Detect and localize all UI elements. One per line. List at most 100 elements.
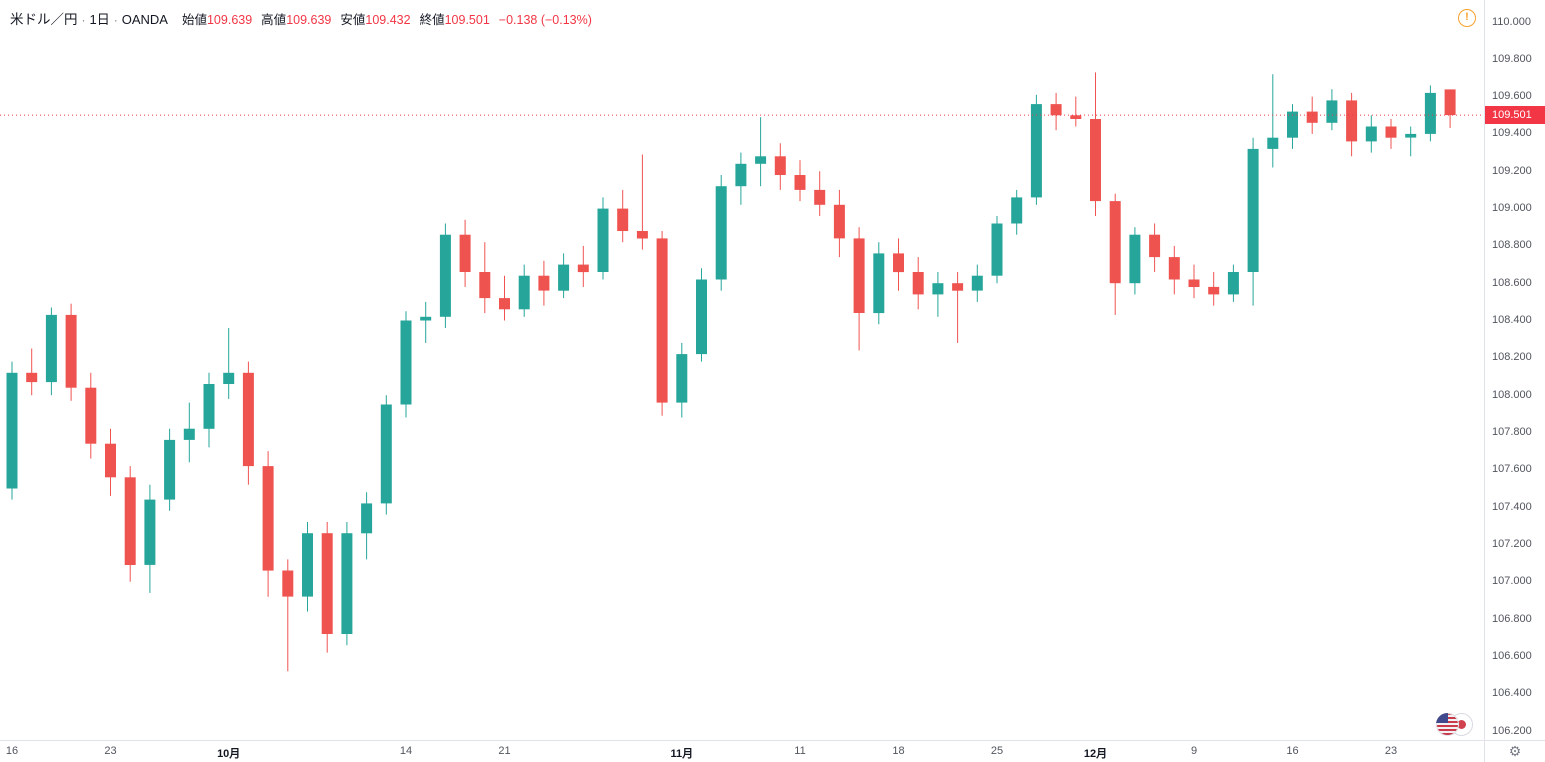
candle-body [321, 533, 333, 634]
separator-dot: · [81, 13, 86, 27]
time-tick-label: 21 [498, 745, 511, 757]
exchange-label[interactable]: OANDA [121, 12, 168, 27]
candle-body [124, 477, 136, 565]
candle-body [45, 314, 57, 383]
candle-body [558, 264, 570, 291]
candle-body [617, 208, 629, 231]
candle-body [676, 354, 688, 403]
price-tick-label: 106.800 [1492, 612, 1532, 625]
candle-body [774, 156, 786, 175]
candle-body [696, 279, 707, 355]
candle-body [715, 186, 727, 280]
candle-body [6, 372, 18, 489]
price-tick-label: 108.800 [1492, 239, 1532, 252]
price-tick-label: 108.600 [1492, 276, 1532, 289]
candle-body [1424, 92, 1436, 134]
price-tick-label: 108.200 [1492, 351, 1532, 364]
price-tick-label: 106.600 [1492, 649, 1532, 662]
time-tick-label: 12月 [1083, 748, 1108, 760]
price-axis-divider [1484, 0, 1485, 762]
price-tick-label: 106.200 [1492, 724, 1532, 737]
candle-body [853, 238, 865, 313]
time-tick-label: 23 [104, 745, 117, 757]
candle-body [814, 189, 826, 205]
candle-body [1444, 89, 1456, 116]
time-tick-label: 11月 [670, 748, 694, 760]
candle-body [893, 253, 904, 273]
candle-body [1188, 279, 1200, 287]
candle-body [105, 443, 116, 478]
close-value: 終値109.501 [419, 13, 490, 27]
symbol-title[interactable]: 米ドル／円 [10, 12, 78, 27]
candle-body [400, 320, 412, 405]
time-tick-label: 18 [892, 745, 905, 757]
candle-body [1267, 137, 1279, 149]
candle-body [1011, 197, 1023, 224]
time-tick-label: 16 [5, 745, 19, 757]
time-axis[interactable]: 16 23 10月 14 21 11月 11 18 25 12月 9 16 23 [0, 741, 1484, 762]
open-value: 始値109.639 [181, 13, 253, 27]
candle-body [636, 231, 648, 239]
time-tick-label: 9 [1190, 745, 1198, 757]
price-tick-label: 109.000 [1492, 202, 1532, 215]
candle-body [1326, 100, 1338, 123]
low-value: 安値109.432 [340, 13, 411, 27]
candle-body [361, 503, 373, 534]
time-tick-label: 14 [399, 745, 413, 757]
price-tick-label: 108.000 [1492, 388, 1532, 401]
price-axis[interactable]: 109.501 110.000 109.800 109.600 109.400 109.… [1485, 0, 1545, 740]
candle-body [85, 387, 97, 444]
candle-body [952, 283, 964, 291]
candle-body [1247, 148, 1259, 272]
candlestick-chart[interactable]: 米ドル／円 · 1日 · OANDA 始値109.639 高値109.639 安… [0, 0, 1484, 740]
candle-body [144, 499, 156, 565]
candle-body [242, 372, 254, 467]
time-tick-label: 11 [794, 745, 806, 757]
price-tick-label: 107.400 [1492, 500, 1532, 513]
candle-body [1129, 234, 1141, 284]
price-tick-label: 109.200 [1492, 164, 1532, 177]
price-tick-label: 110.000 [1492, 15, 1531, 28]
candle-body [183, 428, 195, 440]
candle-body [439, 234, 451, 317]
candle-body [499, 298, 510, 310]
candle-body [302, 533, 313, 597]
candle-body [341, 533, 353, 634]
change-value: −0.138 (−0.13%) [498, 13, 592, 27]
candle-body [873, 253, 885, 314]
gear-icon[interactable]: ⚙ [1508, 743, 1522, 759]
axis-corner: ⚙ [1485, 741, 1545, 762]
time-tick-label: 25 [990, 745, 1004, 757]
candle-body [1227, 272, 1239, 295]
time-tick-label: 10月 [217, 748, 241, 760]
price-tick-label: 107.600 [1492, 463, 1532, 476]
candle-body [1030, 104, 1042, 198]
candle-body [912, 272, 924, 295]
candle-body [735, 163, 747, 187]
us-flag-icon [1436, 713, 1459, 736]
candle-body [1109, 201, 1121, 284]
candle-body [223, 372, 235, 384]
candle-body [282, 570, 294, 597]
candle-body [65, 314, 77, 388]
candle-body [656, 238, 668, 403]
candle-body [1050, 104, 1062, 116]
interval-label[interactable]: 1日 [89, 12, 110, 27]
candle-body [538, 275, 550, 291]
price-tick-label: 108.400 [1492, 314, 1532, 326]
candle-body [164, 439, 176, 500]
candle-body [26, 372, 38, 383]
price-tick-label: 107.200 [1492, 537, 1532, 550]
warning-icon[interactable]: ! [1458, 9, 1476, 27]
candle-body [1385, 126, 1397, 138]
candle-body [203, 384, 215, 429]
price-tick-label: 109.800 [1492, 52, 1532, 65]
candle-body [833, 204, 845, 239]
time-axis-divider [0, 740, 1545, 741]
time-tick-label: 23 [1384, 745, 1398, 757]
high-value: 高値109.639 [261, 13, 332, 27]
candles-canvas[interactable] [0, 0, 1484, 740]
candle-body [459, 234, 471, 272]
candle-body [597, 208, 609, 272]
